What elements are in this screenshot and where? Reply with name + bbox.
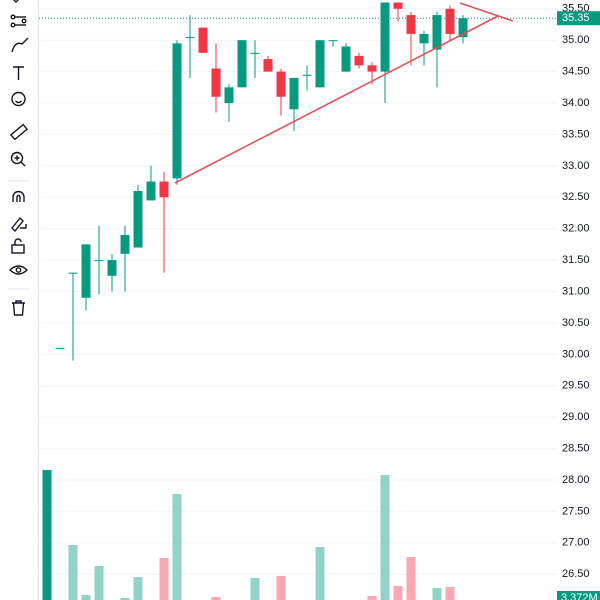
candle-body (406, 15, 416, 34)
volume-bar (81, 595, 91, 600)
y-tick-label: 33.00 (562, 160, 590, 172)
volume-bar (42, 470, 52, 600)
y-tick-label: 27.50 (562, 505, 590, 517)
tool-eye[interactable] (8, 265, 29, 275)
tool-trash[interactable] (12, 300, 25, 316)
toolbar (8, 0, 29, 316)
volume-bar (120, 598, 130, 600)
volume-label: 3.372M (561, 592, 598, 600)
tool-emoji[interactable] (11, 91, 26, 107)
volume-label-box (557, 591, 600, 600)
candle-body (432, 15, 442, 50)
tool-unlock[interactable] (11, 238, 25, 254)
volume-bar (315, 547, 325, 600)
candle-body (289, 77, 299, 110)
candle-body (120, 234, 130, 254)
candle-body (328, 40, 338, 42)
y-tick-label: 34.00 (562, 97, 590, 109)
candle-body (159, 181, 169, 198)
volume-bar (159, 558, 169, 600)
y-tick-label: 30.50 (562, 317, 590, 329)
candle-body (198, 27, 208, 53)
last-price-box (557, 11, 600, 26)
candle-body (133, 190, 143, 248)
trend-line (459, 2, 514, 22)
volume-bar (432, 588, 442, 600)
candle-body (224, 87, 234, 104)
volume-bar (276, 576, 286, 600)
candle-body (315, 40, 325, 88)
candle-body (185, 37, 195, 39)
y-tick-label: 31.00 (562, 285, 590, 297)
y-tick-label: 26.50 (562, 568, 590, 580)
tool-lock-draw[interactable] (11, 216, 27, 233)
candle-body (341, 46, 351, 72)
candle-body (445, 8, 455, 34)
candle-body (211, 68, 221, 97)
candle-body (81, 244, 91, 298)
tool-crosshair[interactable] (12, 0, 20, 3)
volume-bar (211, 597, 221, 600)
y-tick-label: 29.00 (562, 411, 590, 423)
candle-body (367, 65, 377, 72)
trend-line (174, 15, 499, 184)
candle-body (302, 74, 312, 76)
last-price-label: 35.35 (562, 12, 590, 24)
y-tick-label: 28.00 (562, 474, 590, 486)
candle-body (458, 18, 468, 38)
candle-body (354, 55, 364, 66)
candle-body (380, 2, 390, 72)
tool-text[interactable] (13, 66, 24, 80)
volume-bar (367, 596, 377, 600)
y-tick-label: 33.50 (562, 128, 590, 140)
candle-body (146, 181, 156, 201)
volume-bar (250, 578, 260, 600)
volume-bar (445, 587, 455, 600)
candle-body (107, 260, 117, 276)
y-tick-label: 34.50 (562, 66, 590, 78)
candle-body (172, 43, 182, 179)
tool-brush[interactable] (11, 37, 29, 53)
candle-body (237, 40, 247, 88)
y-tick-label: 29.50 (562, 380, 590, 392)
y-tick-label: 28.50 (562, 442, 590, 454)
plot: 35.5035.0034.5034.0033.5033.0032.5032.00… (39, 2, 600, 600)
volume-bar (380, 475, 390, 600)
y-tick-label: 30.00 (562, 348, 590, 360)
candle-body (55, 348, 65, 350)
y-tick-label: 35.00 (562, 34, 590, 46)
volume-bar (94, 566, 104, 600)
tool-lines[interactable] (10, 14, 27, 28)
volume-bar (406, 557, 416, 600)
volume-bar (133, 577, 143, 600)
y-tick-label: 27.00 (562, 537, 590, 549)
candle-body (393, 2, 403, 9)
candle-body (250, 52, 260, 54)
volume-bar (172, 494, 182, 600)
candle-body (419, 33, 429, 44)
y-tick-label: 32.50 (562, 191, 590, 203)
y-tick-label: 32.00 (562, 223, 590, 235)
tool-magnet[interactable] (12, 190, 25, 202)
candle-body (94, 260, 104, 262)
volume-bar (68, 545, 78, 600)
candle-body (68, 272, 78, 274)
tool-zoom[interactable] (10, 151, 26, 167)
tool-ruler[interactable] (9, 123, 29, 141)
candle-body (276, 71, 286, 97)
y-tick-label: 31.50 (562, 254, 590, 266)
volume-bar (393, 586, 403, 600)
candle-body (263, 59, 273, 72)
